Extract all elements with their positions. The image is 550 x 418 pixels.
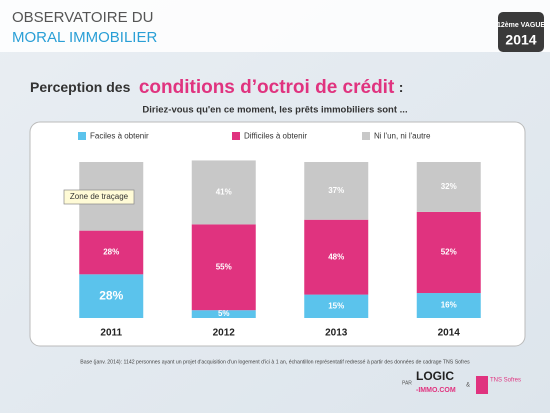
tns-logo [476, 376, 488, 394]
data-label: 37% [328, 186, 344, 195]
bar-segment [416, 162, 481, 212]
bar-segment [416, 211, 481, 294]
data-label: 28% [99, 288, 123, 302]
legend-swatch [232, 132, 240, 140]
tooltip-box [63, 189, 135, 205]
badge-year: 2014 [505, 32, 536, 48]
badge [498, 12, 544, 52]
data-label: 41% [216, 188, 232, 197]
badge-text: 12ème VAGUE [497, 22, 545, 29]
legend-swatch [78, 132, 86, 140]
title-prefix: Perception des [30, 79, 131, 95]
logo-par: PAR [402, 380, 412, 386]
slide-title: Perception des conditions d’octroi de cr… [30, 77, 403, 98]
header-bar [0, 0, 550, 52]
title-highlight: conditions d’octroi de crédit [139, 77, 395, 98]
bar-segment [416, 293, 481, 318]
legend-label: Ni l'un, ni l'autre [374, 132, 431, 141]
legend-label: Faciles à obtenir [90, 132, 149, 141]
x-tick-label: 2011 [100, 328, 122, 339]
plot: Faciles à obtenir Difficiles à obtenir Ni … [78, 132, 481, 339]
data-label: 48% [328, 252, 344, 261]
legend-label: Difficiles à obtenir [244, 132, 307, 141]
data-label: 55% [216, 262, 232, 271]
logo-tns: TNS Sofres [490, 378, 521, 384]
title-suffix: : [399, 79, 404, 95]
logo-immo: -IMMO.COM [416, 387, 456, 394]
bar-segment [304, 294, 369, 318]
bar-segment [191, 224, 256, 311]
chart-subtitle: Diriez-vous qu'en ce moment, les prêts i… [142, 105, 407, 116]
logo-logic: LOGIC [416, 369, 454, 383]
data-label: 32% [441, 182, 457, 191]
header-title: MORAL IMMOBILIER [12, 29, 157, 46]
x-tick-label: 2013 [325, 328, 348, 339]
bar-segment [304, 162, 369, 220]
chart-frame [29, 121, 526, 347]
logo-amp: & [466, 383, 470, 389]
bar-segment [79, 274, 144, 318]
tooltip: Zone de traçage [70, 192, 129, 201]
data-label: 16% [441, 301, 457, 310]
data-label: 5% [218, 309, 230, 318]
bar-segment [191, 160, 256, 225]
data-label: 15% [328, 301, 344, 310]
footnote: Base (janv. 2014): 1142 personnes ayant … [80, 359, 470, 365]
header-title: OBSERVATOIRE DU [12, 9, 153, 26]
bar-segment [79, 230, 144, 275]
legend-swatch [362, 132, 370, 140]
bar-segment [191, 310, 256, 318]
bar-segment [304, 219, 369, 295]
x-tick-label: 2014 [438, 328, 461, 339]
data-label: 52% [441, 248, 457, 257]
data-label: 28% [103, 248, 119, 257]
x-tick-label: 2012 [213, 328, 236, 339]
